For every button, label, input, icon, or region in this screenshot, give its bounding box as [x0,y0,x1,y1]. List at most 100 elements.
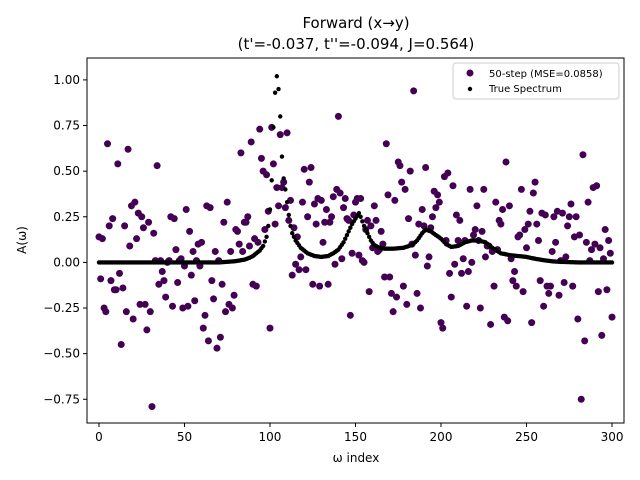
predicted-point [216,333,224,341]
predicted-point [504,317,512,325]
predicted-point [524,220,532,228]
predicted-point [247,138,255,146]
predicted-point [186,227,194,235]
predicted-point [317,196,325,204]
predicted-point [399,282,407,290]
predicted-point [331,260,339,268]
predicted-point [326,218,334,226]
predicted-point [405,215,413,223]
true-spectrum-point [346,229,351,234]
axes-frame [86,57,625,424]
predicted-point [285,216,293,224]
predicted-point [245,242,253,250]
predicted-point [564,222,572,230]
predicted-point [560,278,568,286]
y-tick-label: 0.75 [53,119,80,133]
true-spectrum-point [366,234,372,240]
predicted-point [533,220,541,228]
predicted-point [398,178,406,186]
predicted-point [305,178,313,186]
predicted-point [319,238,327,246]
legend-label-true: True Spectrum [488,84,562,95]
predicted-point [206,204,214,212]
predicted-point [145,218,153,226]
predicted-point [497,220,505,228]
predicted-point [370,202,378,210]
x-axis-label: ω index [333,451,380,465]
true-spectrum-point [286,212,292,218]
x-tick-label: 0 [95,430,103,444]
predicted-point [334,112,342,120]
predicted-point [122,308,130,316]
predicted-point [468,258,476,266]
predicted-point [552,238,560,246]
y-tick-label: −0.25 [43,301,80,315]
predicted-point [346,311,354,319]
predicted-point [529,189,537,197]
predicted-point [182,205,190,213]
true-spectrum-point [356,210,362,216]
true-spectrum-point [365,231,370,236]
predicted-point [295,266,303,274]
predicted-point [480,185,488,193]
predicted-point [534,237,542,244]
predicted-point [490,282,498,290]
predicted-point [591,240,599,248]
predicted-point [302,266,310,274]
predicted-point [191,297,199,305]
x-tick-label: 200 [430,430,453,444]
predicted-point [425,253,433,261]
predicted-point [418,205,426,213]
predicted-point [204,337,212,345]
true-spectrum-point [279,154,285,159]
predicted-point [223,198,231,206]
predicted-point [275,202,283,210]
predicted-point [252,282,260,290]
predicted-point [312,220,320,228]
predicted-point [546,282,554,290]
predicted-point [606,249,614,257]
predicted-point [158,268,166,276]
predicted-point [257,154,265,162]
true-spectrum-point [283,187,288,192]
predicted-point [256,125,264,133]
predicted-point [437,319,445,327]
x-tick-label: 250 [515,430,538,444]
predicted-point [588,246,596,254]
predicted-point [316,282,324,290]
predicted-point [218,280,226,288]
true-spectrum-point [288,223,293,229]
true-spectrum-point [348,225,353,230]
predicted-point [550,213,558,221]
predicted-point [381,273,389,281]
x-tick-label: 300 [601,430,624,444]
predicted-point [129,315,137,323]
predicted-point [569,282,577,290]
predicted-point [355,251,363,259]
predicted-point [416,304,424,312]
predicted-point [105,222,113,230]
true-spectrum-point [358,214,363,219]
predicted-point [220,218,228,226]
true-spectrum-point [260,243,266,249]
predicted-point [208,277,216,285]
x-tick-label: 100 [259,430,282,444]
predicted-point [273,184,281,192]
predicted-point [471,226,479,234]
predicted-point [476,304,484,312]
predicted-point [322,205,330,213]
predicted-point [115,269,123,277]
predicted-point [423,262,431,270]
predicted-point [555,291,563,299]
predicted-point [372,216,380,224]
predicted-point [121,222,129,230]
predicted-point [292,260,300,268]
predicted-point [307,164,315,171]
predicted-point [499,205,507,213]
predicted-point [521,226,529,234]
predicted-point [382,140,390,148]
predicted-point [280,178,288,186]
predicted-point [526,207,534,215]
predicted-point [124,145,132,153]
